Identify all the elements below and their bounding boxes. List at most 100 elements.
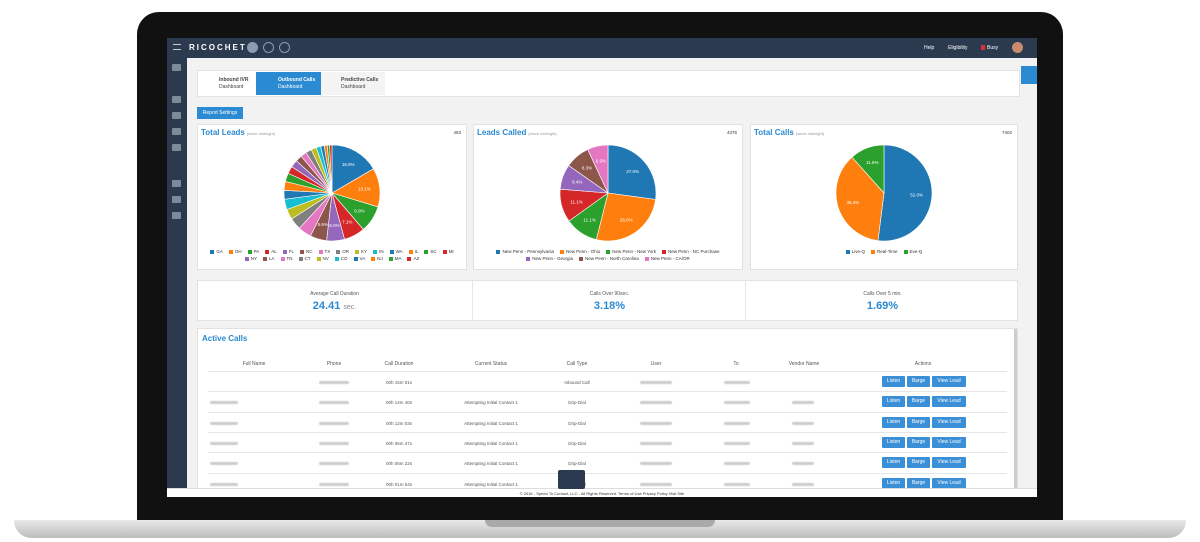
sidebar-icon[interactable] xyxy=(172,96,181,103)
blurred-to xyxy=(724,441,750,445)
legend-label: VA xyxy=(359,256,366,261)
duration-cell: 00h 14m 40s xyxy=(385,400,413,406)
legend-swatch xyxy=(496,249,501,254)
legend-item: New Penn - North Carolina xyxy=(578,255,639,262)
action-button[interactable]: View Lead xyxy=(932,457,966,469)
tab-active[interactable]: Outbound Calls Dashboard xyxy=(256,72,321,95)
action-button[interactable]: Barge xyxy=(907,376,930,387)
tab[interactable]: Predictive Calls Dashboard xyxy=(321,72,385,95)
action-button[interactable]: Listen xyxy=(882,477,905,489)
action-button[interactable]: Listen xyxy=(882,457,905,469)
avatar[interactable] xyxy=(1012,42,1023,53)
column-header: Current Status xyxy=(474,361,508,367)
menu-item[interactable]: Eligibility xyxy=(948,45,968,51)
action-button[interactable]: View Lead xyxy=(932,416,966,428)
menu-item[interactable]: Help xyxy=(924,45,935,51)
action-button[interactable]: Listen xyxy=(882,416,905,428)
sidebar-icon[interactable] xyxy=(172,196,181,203)
stat-label: Calls Over 90sec. xyxy=(589,291,630,297)
active-calls-panel: Active Calls Full Name Phone Call Duration… xyxy=(197,328,1018,497)
app-grid-button[interactable] xyxy=(558,470,585,489)
action-button[interactable]: Barge xyxy=(907,457,930,469)
action-button[interactable]: Listen xyxy=(882,396,905,408)
legend-item: NJ xyxy=(371,255,383,262)
sidebar-icon[interactable] xyxy=(172,128,181,135)
pie-slice xyxy=(851,144,885,194)
people-button[interactable] xyxy=(1021,66,1037,84)
stat-value: 24.41 sec. xyxy=(198,300,471,312)
chart-subtitle: (since midnight) xyxy=(246,131,276,136)
legend-swatch xyxy=(526,256,531,261)
sidebar-icon[interactable] xyxy=(172,112,181,119)
stat-label: Average Call Duration xyxy=(310,291,359,297)
sidebar-icon[interactable] xyxy=(172,64,181,71)
legend-swatch xyxy=(244,256,249,261)
sidebar-icon[interactable] xyxy=(172,180,181,187)
section-title: Active Calls xyxy=(202,334,248,343)
chart-panel: Total Leads (since midnight) 463 16.6% 13.1%… xyxy=(197,124,467,270)
blurred-user xyxy=(640,441,672,445)
action-button[interactable]: Barge xyxy=(907,396,930,408)
status-icon[interactable] xyxy=(247,42,258,53)
table-row: 00h 12m 03s Attempting Initial Contact 1 D… xyxy=(208,411,1007,433)
legend-label: MI xyxy=(448,249,454,254)
action-button[interactable]: Listen xyxy=(882,436,905,448)
status-icon[interactable] xyxy=(279,42,290,53)
menu-item[interactable]: Busy xyxy=(987,45,999,51)
legend-item: GA xyxy=(210,248,223,255)
legend-label: SC xyxy=(430,249,437,254)
pie-chart: 16.6% 13.1% 9.0% 7.1%6.0%5.6% xyxy=(283,144,381,242)
legend-swatch xyxy=(355,249,360,254)
blurred-to xyxy=(724,381,750,384)
chart-title: Total Leads (since midnight) xyxy=(201,128,275,137)
status-cell: Attempting Initial Contact 1 xyxy=(464,400,518,406)
tab[interactable]: Inbound IVR Dashboard xyxy=(199,72,256,95)
legend-label: TX xyxy=(324,249,331,254)
call-type-cell: Drip-Dial xyxy=(568,461,586,467)
scrollbar[interactable] xyxy=(1014,329,1017,497)
blurred-to xyxy=(724,482,750,486)
legend-label: Real-Time xyxy=(876,249,898,254)
legend-swatch xyxy=(316,256,321,261)
legend-label: NV xyxy=(322,256,329,261)
tab-subtitle: Dashboard xyxy=(341,84,366,90)
legend-label: AZ xyxy=(413,256,420,261)
menu-icon[interactable] xyxy=(173,44,181,50)
action-button[interactable]: Listen xyxy=(882,376,905,387)
legend-item: FL xyxy=(282,248,294,255)
legend-item: New Penn - Ohio xyxy=(559,248,600,255)
status-icon[interactable] xyxy=(263,42,274,53)
chart-total: 4376 xyxy=(726,130,737,135)
chart-total: 463 xyxy=(453,130,461,135)
legend-swatch xyxy=(263,256,268,261)
action-button[interactable]: Barge xyxy=(907,477,930,489)
legend-swatch xyxy=(247,249,252,254)
report-settings-button[interactable]: Report Settings xyxy=(197,107,243,119)
sidebar-icon[interactable] xyxy=(172,144,181,151)
action-button[interactable]: Barge xyxy=(907,436,930,448)
brand[interactable]: RICOCHET xyxy=(189,43,247,52)
pie-slice xyxy=(595,192,656,242)
screen: RICOCHET Help Eligibility Busy Inbound I… xyxy=(167,38,1037,497)
sidebar-icon[interactable] xyxy=(172,212,181,219)
action-button[interactable]: Barge xyxy=(907,416,930,428)
action-button[interactable]: View Lead xyxy=(932,396,966,408)
status-cell: Attempting Initial Contact 1 xyxy=(464,481,518,487)
blurred-name xyxy=(210,401,238,405)
chart-title: Total Calls (since midnight) xyxy=(754,128,824,137)
legend-item: Real-Time xyxy=(870,248,898,255)
action-button[interactable]: View Lead xyxy=(932,477,966,489)
duration-cell: 00h 06m 47s xyxy=(385,440,413,446)
action-button[interactable]: View Lead xyxy=(932,376,966,387)
chart-panel: Total Calls (since midnight) 7402 52.0% 36.4… xyxy=(750,124,1018,270)
legend-swatch xyxy=(210,249,215,254)
legend-swatch xyxy=(870,249,875,254)
blurred-vendor xyxy=(792,462,814,466)
legend: GA OH PA AL FL NC TX OR KY IN WA IL SC MI NY LA TN CT NV CO… xyxy=(204,248,460,262)
action-button[interactable]: View Lead xyxy=(932,436,966,448)
legend-label: IN xyxy=(379,249,384,254)
blurred-vendor xyxy=(792,421,814,425)
legend-swatch xyxy=(336,249,341,254)
duration-cell: 00h 12m 03s xyxy=(385,420,413,426)
